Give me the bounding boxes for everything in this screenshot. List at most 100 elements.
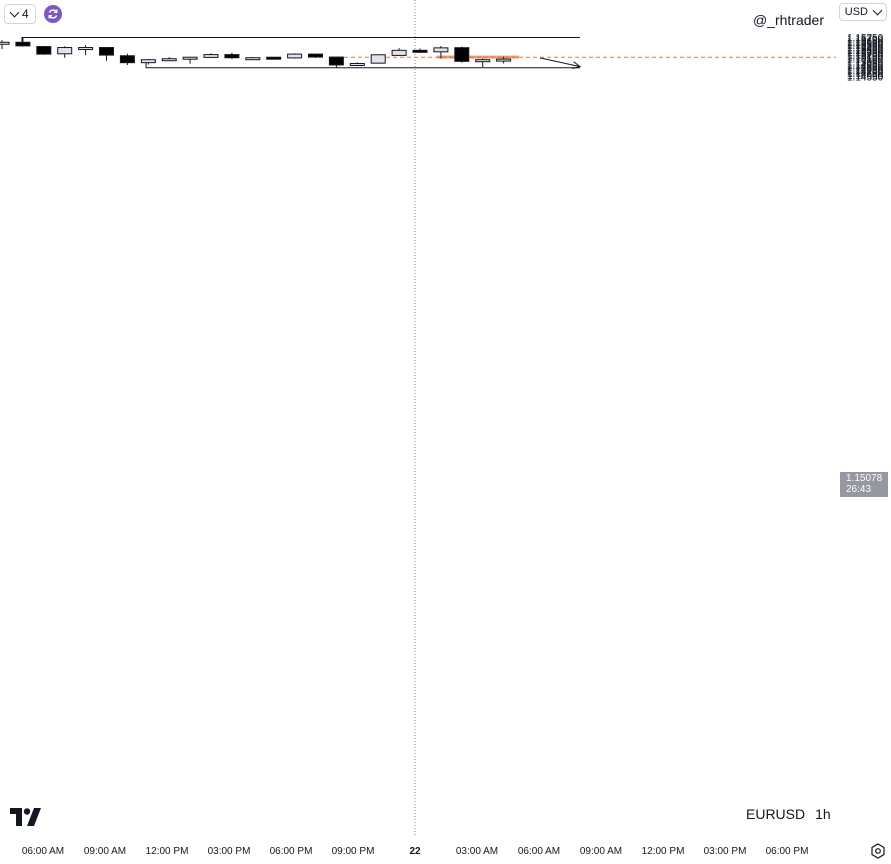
currency-label: USD bbox=[844, 6, 868, 18]
interval-dropdown[interactable]: 4 bbox=[4, 4, 36, 24]
time-tick-label: 06:00 AM bbox=[518, 846, 560, 857]
candle-body bbox=[454, 47, 470, 62]
price-tick-label: 1.15550 bbox=[847, 40, 884, 51]
price-tick-label: 1.14650 bbox=[847, 69, 884, 80]
price-tick-label: 1.14550 bbox=[847, 72, 884, 83]
candle[interactable] bbox=[57, 46, 73, 58]
price-tick-label: 1.14800 bbox=[847, 64, 884, 75]
top-left-toolbar: 4 bbox=[4, 4, 62, 24]
candle-body bbox=[391, 49, 407, 56]
candle-body bbox=[328, 56, 344, 66]
price-tick-label: 1.15450 bbox=[847, 43, 884, 54]
symbol-interval: 1h bbox=[815, 806, 831, 822]
candle[interactable] bbox=[99, 47, 114, 61]
candle[interactable] bbox=[308, 53, 323, 59]
candle-body bbox=[245, 57, 261, 61]
sync-icon[interactable] bbox=[43, 5, 62, 23]
price-tick-label: 1.15750 bbox=[847, 33, 884, 44]
candle[interactable] bbox=[349, 62, 365, 67]
time-tick-label: 03:00 PM bbox=[704, 846, 747, 857]
time-tick-label: 03:00 AM bbox=[456, 846, 498, 857]
candle[interactable] bbox=[328, 56, 344, 68]
candle-body bbox=[370, 54, 386, 64]
candle[interactable] bbox=[245, 57, 261, 61]
candle-body bbox=[308, 53, 323, 58]
symbol-name: EURUSD bbox=[746, 806, 806, 822]
author-watermark: @_rhtrader bbox=[752, 12, 824, 28]
candle-body bbox=[36, 46, 52, 55]
candle-body bbox=[57, 47, 73, 55]
currency-selector[interactable]: USD bbox=[838, 3, 887, 21]
candle[interactable] bbox=[266, 56, 282, 60]
price-tick-label: 1.15500 bbox=[847, 41, 884, 52]
bar-countdown: 26:43 bbox=[846, 484, 872, 495]
candle[interactable] bbox=[36, 45, 52, 55]
range-low-line[interactable] bbox=[145, 62, 580, 69]
candle-body bbox=[349, 62, 365, 66]
candle[interactable] bbox=[15, 37, 31, 47]
price-tick-label: 1.15250 bbox=[847, 49, 884, 60]
settings-gear-icon[interactable] bbox=[870, 843, 886, 859]
candle[interactable] bbox=[78, 45, 94, 56]
price-tick-label: 1.15150 bbox=[847, 53, 884, 64]
price-tick-label: 1.15350 bbox=[847, 46, 884, 57]
tradingview-logo[interactable] bbox=[10, 808, 42, 831]
candle[interactable] bbox=[203, 53, 219, 58]
price-tick-label: 1.15200 bbox=[847, 51, 884, 62]
price-tick-label: 1.14950 bbox=[847, 59, 884, 70]
candle[interactable] bbox=[287, 53, 303, 59]
candle-body bbox=[287, 53, 303, 59]
candle-body bbox=[182, 56, 198, 60]
candle-body bbox=[412, 49, 428, 53]
candle-body bbox=[15, 41, 31, 47]
candle-body bbox=[203, 54, 219, 58]
time-tick-label: 22 bbox=[409, 846, 421, 857]
candle-body bbox=[140, 59, 156, 64]
chevron-down-icon bbox=[9, 7, 20, 18]
candle-body bbox=[119, 55, 135, 64]
candle[interactable] bbox=[370, 54, 386, 64]
candle-body bbox=[224, 54, 240, 59]
candle-body bbox=[433, 47, 449, 53]
candle[interactable] bbox=[412, 48, 428, 53]
price-tick-label: 1.15650 bbox=[847, 36, 884, 47]
price-tick-label: 1.14700 bbox=[847, 68, 884, 79]
time-tick-label: 09:00 AM bbox=[580, 846, 622, 857]
candle-body bbox=[161, 58, 177, 62]
candle[interactable] bbox=[161, 57, 177, 62]
candle-body bbox=[0, 41, 10, 45]
price-tick-label: 1.14600 bbox=[847, 71, 884, 82]
candle-body bbox=[78, 47, 94, 51]
price-tick-label: 1.15100 bbox=[847, 54, 884, 65]
time-tick-label: 09:00 PM bbox=[332, 846, 375, 857]
candle[interactable] bbox=[140, 59, 156, 65]
candle[interactable] bbox=[224, 52, 240, 60]
price-tick-label: 1.14900 bbox=[847, 61, 884, 72]
price-tick-label: 1.15000 bbox=[847, 58, 884, 69]
candle[interactable] bbox=[391, 48, 407, 56]
candle-body bbox=[496, 58, 512, 62]
time-tick-label: 12:00 PM bbox=[642, 846, 685, 857]
candle[interactable] bbox=[119, 53, 135, 65]
price-tick-label: 1.15600 bbox=[847, 38, 884, 49]
range-high-line[interactable] bbox=[21, 36, 580, 42]
chevron-down-icon bbox=[872, 5, 883, 16]
time-tick-label: 06:00 AM bbox=[22, 846, 64, 857]
symbol-label: EURUSD 1h bbox=[746, 806, 831, 822]
candle[interactable] bbox=[182, 56, 198, 64]
price-tick-label: 1.15300 bbox=[847, 48, 884, 59]
time-tick-label: 12:00 PM bbox=[146, 846, 189, 857]
candle[interactable] bbox=[454, 46, 470, 63]
candle[interactable] bbox=[433, 46, 449, 59]
current-price-tag: 1.15078 26:43 bbox=[840, 472, 888, 497]
candle[interactable] bbox=[475, 58, 491, 68]
current-price: 1.15078 bbox=[846, 473, 883, 484]
price-tick-label: 1.14750 bbox=[847, 66, 884, 77]
projection-arrow[interactable] bbox=[539, 57, 581, 68]
candle-body bbox=[266, 56, 282, 60]
price-tick-label: 1.15400 bbox=[847, 45, 884, 56]
price-tick-label: 1.14850 bbox=[847, 63, 884, 74]
candle[interactable] bbox=[496, 56, 512, 64]
candle[interactable] bbox=[0, 40, 10, 50]
